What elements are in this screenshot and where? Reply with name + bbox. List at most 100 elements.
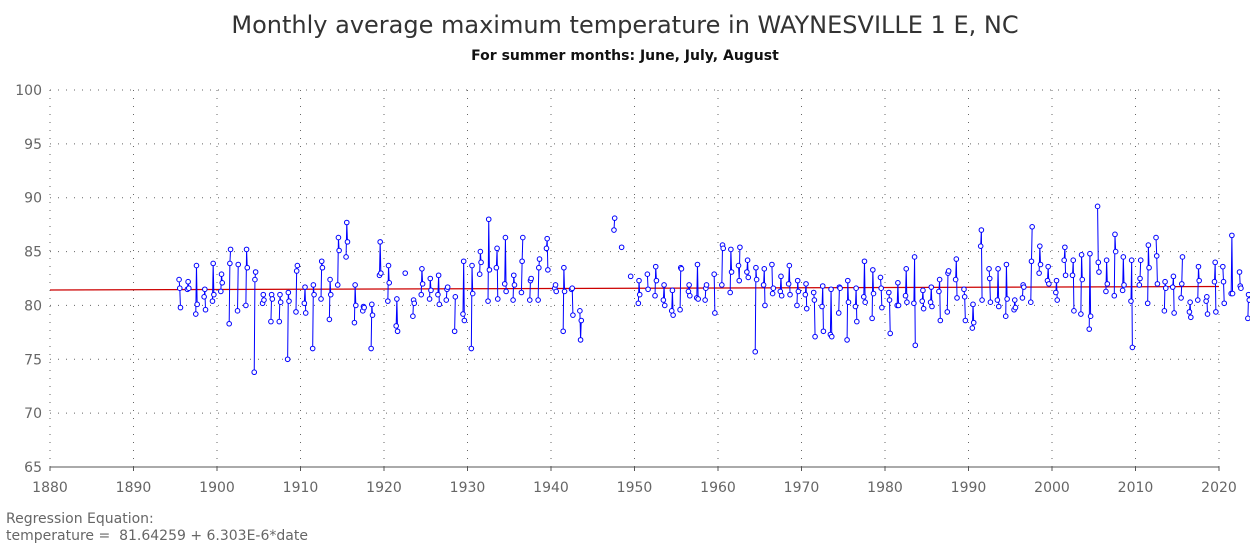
- data-point: [1212, 259, 1218, 266]
- data-point: [369, 301, 375, 308]
- data-point: [928, 284, 935, 290]
- data-point: [1119, 287, 1126, 294]
- data-point: [1037, 243, 1043, 249]
- data-point: [636, 291, 643, 298]
- data-point: [545, 267, 551, 273]
- data-point: [1128, 298, 1134, 304]
- data-point: [769, 261, 775, 268]
- data-point: [344, 239, 351, 245]
- data-point: [920, 305, 927, 312]
- data-point: [895, 302, 902, 309]
- data-point: [1161, 308, 1168, 314]
- data-point: [929, 303, 935, 310]
- data-point: [886, 297, 893, 303]
- data-point: [226, 320, 232, 327]
- data-point: [202, 306, 209, 313]
- data-point: [493, 264, 500, 271]
- data-point: [1095, 259, 1102, 266]
- data-point: [560, 328, 566, 335]
- data-point: [720, 245, 727, 252]
- data-point: [1171, 310, 1177, 316]
- data-point: [377, 239, 383, 245]
- data-point: [1087, 250, 1093, 257]
- data-point: [502, 234, 509, 241]
- x-tick-label: 2000: [1034, 480, 1070, 496]
- data-point: [953, 256, 960, 262]
- data-point: [1204, 294, 1210, 300]
- data-point: [327, 276, 333, 283]
- data-point: [752, 348, 759, 355]
- data-point: [1036, 270, 1042, 276]
- data-point: [944, 309, 951, 315]
- data-point: [536, 256, 543, 262]
- data-point: [837, 285, 843, 291]
- data-point: [1221, 300, 1228, 307]
- data-point: [1096, 269, 1102, 275]
- data-point: [352, 282, 358, 288]
- series-segment: [963, 289, 966, 321]
- data-point: [728, 269, 735, 275]
- series-segment: [896, 282, 900, 306]
- data-point: [1094, 203, 1101, 210]
- data-point: [494, 245, 500, 252]
- data-point: [1079, 276, 1086, 283]
- series-segment: [520, 237, 524, 293]
- data-point: [1121, 282, 1127, 288]
- data-point: [687, 292, 693, 299]
- data-point: [427, 275, 434, 282]
- data-point: [227, 246, 234, 253]
- data-point: [919, 298, 926, 304]
- data-point: [402, 270, 409, 276]
- data-point: [887, 330, 894, 337]
- data-point: [411, 300, 418, 307]
- y-tick-label: 100: [15, 83, 42, 99]
- chart-subtitle: For summer months: June, July, August: [471, 48, 779, 64]
- data-point: [645, 286, 651, 293]
- data-point: [269, 296, 276, 302]
- data-point: [719, 282, 725, 288]
- data-point: [510, 272, 517, 279]
- data-point: [787, 291, 793, 298]
- data-point: [1061, 257, 1067, 263]
- regression-line: [49, 285, 1220, 291]
- data-point: [570, 312, 576, 318]
- data-point: [569, 285, 576, 291]
- data-point: [1179, 254, 1186, 260]
- data-point: [844, 277, 851, 284]
- series-segment: [571, 286, 574, 316]
- data-point: [210, 260, 216, 267]
- data-point: [727, 289, 733, 296]
- data-point: [1238, 285, 1244, 291]
- series-segment: [988, 268, 991, 303]
- data-point: [444, 284, 451, 290]
- data-point: [861, 258, 868, 265]
- data-point: [494, 296, 501, 302]
- data-point: [260, 291, 267, 298]
- x-tick-label: 2020: [1201, 480, 1237, 496]
- series-segment: [579, 310, 582, 340]
- data-point: [744, 269, 750, 275]
- trend-line: [49, 285, 1220, 291]
- data-point: [870, 267, 876, 273]
- data-point: [520, 234, 526, 241]
- data-point: [1104, 281, 1111, 287]
- series-segment: [696, 264, 699, 299]
- data-point: [1028, 258, 1035, 265]
- data-point: [1019, 295, 1026, 301]
- data-point: [426, 296, 433, 302]
- data-point: [778, 292, 785, 299]
- x-tick-label: 1920: [366, 480, 402, 496]
- data-point: [194, 301, 200, 308]
- x-tick-label: 1930: [450, 480, 486, 496]
- data-point: [1053, 289, 1059, 296]
- data-point: [828, 286, 834, 293]
- data-point: [969, 325, 976, 331]
- series-segment: [980, 230, 983, 301]
- data-point: [1186, 309, 1193, 315]
- data-point: [1136, 282, 1143, 288]
- data-point: [794, 302, 800, 309]
- data-point: [201, 294, 207, 300]
- data-point: [652, 292, 658, 299]
- data-point: [770, 285, 777, 291]
- data-point: [1145, 242, 1152, 248]
